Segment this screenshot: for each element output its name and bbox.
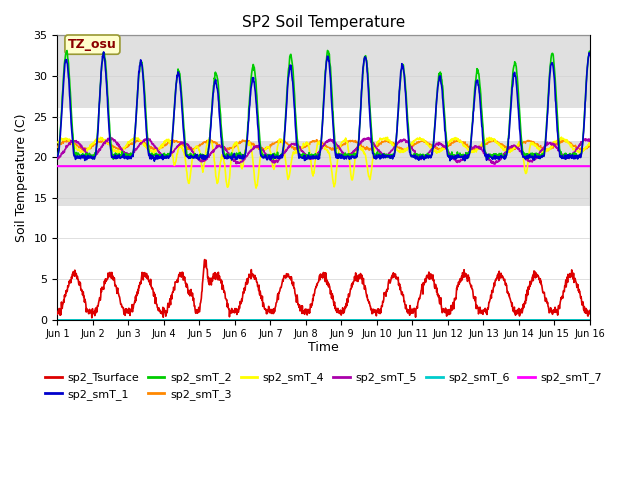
Y-axis label: Soil Temperature (C): Soil Temperature (C) [15,113,28,242]
X-axis label: Time: Time [308,341,339,354]
Title: SP2 Soil Temperature: SP2 Soil Temperature [242,15,405,30]
Bar [58,141,590,206]
Text: TZ_osu: TZ_osu [68,38,117,51]
Bar [58,36,590,108]
Legend: sp2_Tsurface, sp2_smT_1, sp2_smT_2, sp2_smT_3, sp2_smT_4, sp2_smT_5, sp2_smT_6, : sp2_Tsurface, sp2_smT_1, sp2_smT_2, sp2_… [40,368,607,404]
